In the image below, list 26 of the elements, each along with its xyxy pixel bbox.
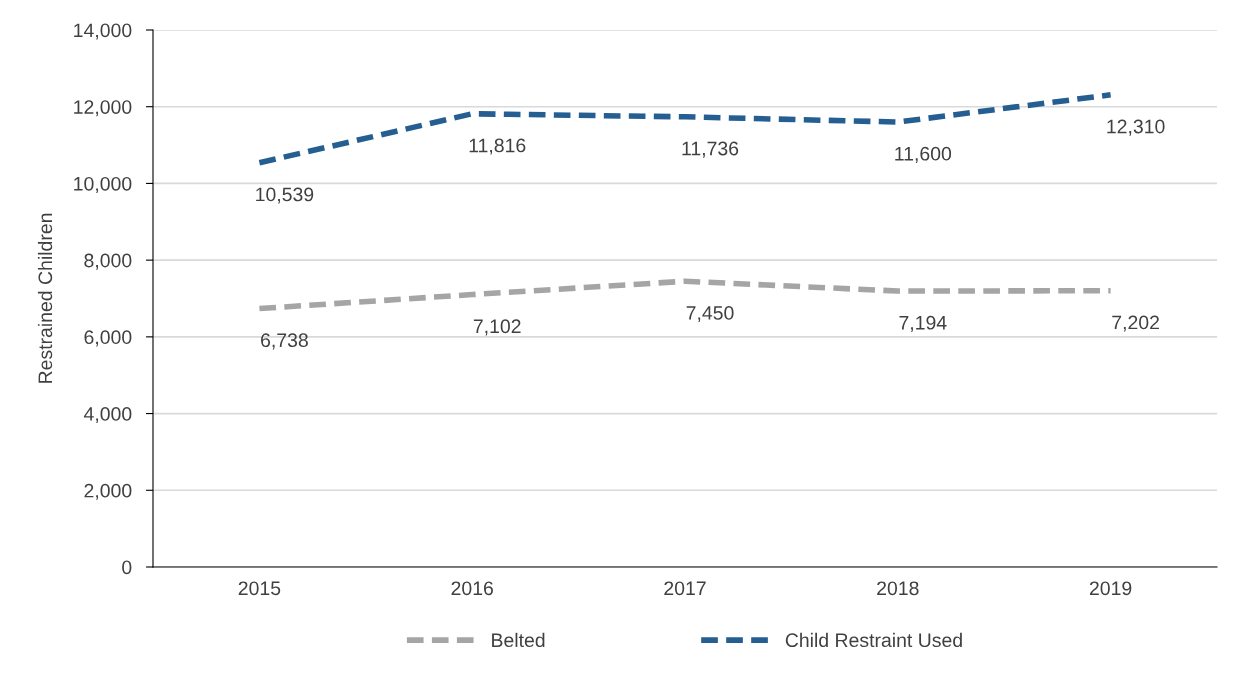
data-label: 10,539 xyxy=(256,187,314,204)
y-tick-label: 6,000 xyxy=(84,330,132,347)
data-label: 6,738 xyxy=(261,333,308,350)
x-tick-label: 2016 xyxy=(451,581,493,596)
y-tick-label: 12,000 xyxy=(74,100,132,117)
y-tick-label: 2,000 xyxy=(84,483,132,500)
y-tick-label: 0 xyxy=(122,560,132,575)
data-label: 11,600 xyxy=(895,146,952,163)
y-tick-label: 10,000 xyxy=(74,176,132,193)
x-tick-label: 2017 xyxy=(664,581,706,596)
x-tick-label: 2015 xyxy=(238,581,281,596)
data-label: 12,310 xyxy=(1107,119,1165,136)
data-label: 11,816 xyxy=(469,138,526,155)
data-label: 7,194 xyxy=(899,315,947,332)
x-tick-label: 2018 xyxy=(877,581,919,596)
data-label: 7,102 xyxy=(473,319,521,336)
y-axis-title: Restrained Children xyxy=(37,213,53,383)
data-label: 7,202 xyxy=(1112,315,1159,332)
data-label: 7,450 xyxy=(686,306,734,323)
y-tick-label: 8,000 xyxy=(84,253,132,270)
y-tick-label: 4,000 xyxy=(83,407,132,424)
y-tick-label: 14,000 xyxy=(74,23,132,40)
legend-label: Child Restraint Used xyxy=(785,632,962,648)
data-label: 11,736 xyxy=(682,141,739,158)
x-tick-label: 2019 xyxy=(1089,581,1132,596)
legend-label: Belted xyxy=(492,632,545,648)
